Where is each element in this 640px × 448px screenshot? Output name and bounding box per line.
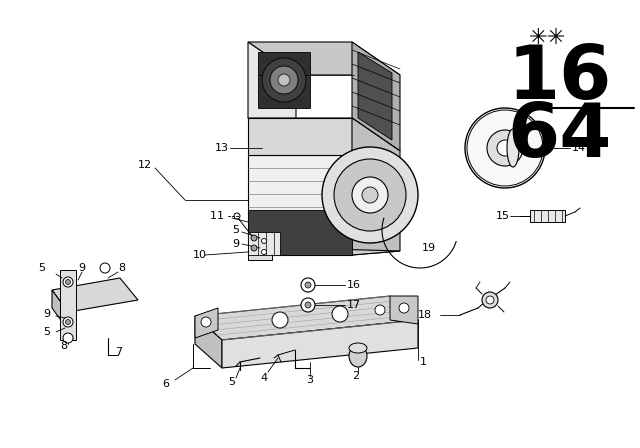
Text: 1: 1 xyxy=(420,357,427,367)
Circle shape xyxy=(272,312,288,328)
Text: 8: 8 xyxy=(60,341,67,351)
Circle shape xyxy=(305,302,311,308)
Circle shape xyxy=(65,280,70,284)
Text: 5: 5 xyxy=(228,377,235,387)
Text: 9: 9 xyxy=(78,263,85,273)
Circle shape xyxy=(332,306,348,322)
Polygon shape xyxy=(248,232,280,255)
Text: 2: 2 xyxy=(352,371,359,381)
Circle shape xyxy=(262,58,306,102)
Polygon shape xyxy=(195,308,218,338)
Polygon shape xyxy=(248,210,352,255)
Text: 14: 14 xyxy=(572,143,586,153)
Polygon shape xyxy=(52,290,68,330)
Circle shape xyxy=(322,147,418,243)
Circle shape xyxy=(278,74,290,86)
Polygon shape xyxy=(195,316,222,368)
Circle shape xyxy=(486,296,494,304)
Polygon shape xyxy=(258,52,310,108)
Text: 5: 5 xyxy=(38,263,45,273)
Polygon shape xyxy=(390,296,418,324)
Circle shape xyxy=(399,303,409,313)
Circle shape xyxy=(251,245,257,251)
Text: 64: 64 xyxy=(508,100,612,173)
Circle shape xyxy=(201,317,211,327)
Circle shape xyxy=(63,277,73,287)
Polygon shape xyxy=(352,42,400,151)
Ellipse shape xyxy=(349,345,367,367)
Polygon shape xyxy=(222,320,418,368)
Circle shape xyxy=(301,298,315,312)
Circle shape xyxy=(334,159,406,231)
Circle shape xyxy=(63,317,73,327)
Polygon shape xyxy=(358,52,392,140)
Circle shape xyxy=(305,282,311,288)
Polygon shape xyxy=(248,118,400,151)
Polygon shape xyxy=(52,278,138,312)
Circle shape xyxy=(487,130,523,166)
Text: 17: 17 xyxy=(347,300,361,310)
Circle shape xyxy=(482,292,498,308)
Circle shape xyxy=(234,213,240,219)
Polygon shape xyxy=(248,42,296,151)
Circle shape xyxy=(251,235,257,241)
Circle shape xyxy=(262,250,266,254)
Ellipse shape xyxy=(507,129,519,167)
Circle shape xyxy=(362,187,378,203)
Circle shape xyxy=(100,263,110,273)
Text: 5: 5 xyxy=(232,225,239,235)
Text: 18: 18 xyxy=(418,310,432,320)
Circle shape xyxy=(63,333,73,343)
Text: 9: 9 xyxy=(232,239,239,249)
Polygon shape xyxy=(195,296,418,340)
Text: 13: 13 xyxy=(215,143,229,153)
Polygon shape xyxy=(352,118,400,255)
Text: 4: 4 xyxy=(260,373,267,383)
Circle shape xyxy=(262,238,266,244)
Polygon shape xyxy=(248,118,352,155)
Circle shape xyxy=(465,108,545,188)
Polygon shape xyxy=(530,210,565,222)
Text: 3: 3 xyxy=(306,375,313,385)
Text: 6: 6 xyxy=(162,379,169,389)
Circle shape xyxy=(497,140,513,156)
Polygon shape xyxy=(248,42,400,75)
Text: 11 ---: 11 --- xyxy=(210,211,239,221)
Polygon shape xyxy=(248,248,400,255)
Text: 15: 15 xyxy=(496,211,510,221)
Circle shape xyxy=(375,305,385,315)
Polygon shape xyxy=(248,240,272,260)
Text: 7: 7 xyxy=(115,347,122,357)
Text: 19: 19 xyxy=(422,243,436,253)
Circle shape xyxy=(65,319,70,324)
Text: 8: 8 xyxy=(118,263,125,273)
Circle shape xyxy=(301,278,315,292)
Ellipse shape xyxy=(349,343,367,353)
Text: 5: 5 xyxy=(43,327,50,337)
Text: 16: 16 xyxy=(347,280,361,290)
Circle shape xyxy=(352,177,388,213)
Text: 16: 16 xyxy=(508,42,612,115)
Circle shape xyxy=(270,66,298,94)
Text: 9: 9 xyxy=(43,309,50,319)
Text: 12: 12 xyxy=(138,160,152,170)
Text: 10: 10 xyxy=(193,250,207,260)
Polygon shape xyxy=(248,155,352,255)
Polygon shape xyxy=(60,270,76,340)
Text: ✳✳: ✳✳ xyxy=(529,28,566,48)
